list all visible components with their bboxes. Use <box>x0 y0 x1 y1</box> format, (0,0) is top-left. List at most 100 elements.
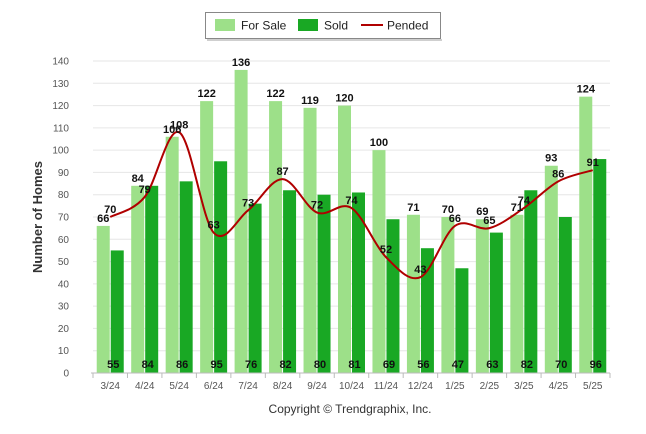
x-tick-label: 11/24 <box>374 381 399 392</box>
for-sale-data-label: 119 <box>301 95 319 107</box>
y-tick-label: 100 <box>52 146 69 157</box>
y-tick-label: 140 <box>52 57 69 68</box>
legend-box <box>205 12 441 39</box>
for-sale-data-label: 106 <box>163 124 181 136</box>
bar-sold <box>283 190 297 373</box>
for-sale-data-label: 124 <box>577 84 596 96</box>
for-sale-data-label: 93 <box>545 153 557 165</box>
bar-sold <box>110 250 124 373</box>
bar-sold <box>558 217 572 373</box>
bar-for-sale <box>544 165 558 373</box>
bar-sold <box>524 190 538 373</box>
bar-sold <box>179 181 193 373</box>
x-tick-label: 4/24 <box>135 381 155 392</box>
data-labels: 66 84 106 122 136 122 119 120 100 71 70 69 71 93 124 55… <box>97 57 602 371</box>
pended-data-label: 74 <box>518 195 531 207</box>
legend-label: Pended <box>387 19 428 33</box>
bars <box>96 69 607 374</box>
legend: For Sale Sold Pended <box>205 12 442 41</box>
bar-sold <box>352 192 365 373</box>
sold-data-label: 84 <box>142 359 155 371</box>
sold-data-label: 82 <box>521 359 533 371</box>
pended-data-label: 86 <box>552 168 564 180</box>
for-sale-data-label: 66 <box>97 213 109 225</box>
for-sale-data-label: 71 <box>407 202 419 214</box>
y-tick-label: 90 <box>58 168 70 179</box>
bar-for-sale <box>441 217 455 373</box>
sold-data-label: 69 <box>383 359 395 371</box>
x-tick-label: 8/24 <box>273 381 293 392</box>
sold-data-label: 82 <box>279 359 291 371</box>
for-sale-data-label: 122 <box>197 88 215 100</box>
pended-data-label: 91 <box>587 157 599 169</box>
for-sale-data-label: 69 <box>476 206 488 218</box>
y-tick-label: 30 <box>58 302 70 313</box>
y-tick-label: 130 <box>52 79 69 90</box>
y-tick-label: 120 <box>52 101 69 112</box>
bar-for-sale <box>338 105 351 374</box>
x-tick-label: 6/24 <box>204 381 224 392</box>
x-tick-label: 2/25 <box>480 381 500 392</box>
bar-sold <box>248 203 262 373</box>
x-tick-label: 3/25 <box>514 381 534 392</box>
pended-data-label: 70 <box>104 204 116 216</box>
y-tick-label: 0 <box>63 369 69 380</box>
pended-data-label: 108 <box>170 119 188 131</box>
bar-for-sale <box>303 107 317 374</box>
bar-for-sale <box>200 101 214 373</box>
bar-sold <box>593 159 607 373</box>
for-sale-data-label: 136 <box>232 57 250 69</box>
sold-data-label: 96 <box>590 359 602 371</box>
legend-label: For Sale <box>241 19 287 33</box>
x-tick-label: 7/24 <box>238 381 258 392</box>
bar-for-sale <box>165 136 179 373</box>
bar-for-sale <box>372 150 386 373</box>
x-axis: 3/24 4/24 5/24 6/24 7/24 8/24 9/24 10/24 11/24 12… <box>91 372 611 392</box>
legend-shadow <box>207 39 442 41</box>
for-sale-data-label: 120 <box>335 93 353 105</box>
sold-data-label: 86 <box>176 359 188 371</box>
bar-for-sale <box>269 101 283 373</box>
y-tick-label: 20 <box>58 324 70 335</box>
bar-for-sale <box>96 225 110 373</box>
pended-data-label: 63 <box>208 220 220 232</box>
x-tick-label: 9/24 <box>307 381 327 392</box>
sold-data-label: 95 <box>211 359 223 371</box>
pended-data-label: 43 <box>414 264 426 276</box>
y-axis: 0 10 20 30 40 50 60 70 80 90 100 110 120 130 140 <box>52 57 69 380</box>
y-tick-label: 60 <box>58 235 70 246</box>
bar-for-sale <box>131 185 145 373</box>
for-sale-data-label: 70 <box>442 204 454 216</box>
x-tick-label: 10/24 <box>339 381 364 392</box>
bar-for-sale <box>579 96 593 374</box>
x-tick-label: 12/24 <box>408 381 433 392</box>
bar-sold <box>145 185 159 373</box>
copyright-text: Copyright © Trendgraphix, Inc. <box>269 402 432 416</box>
bar-sold <box>420 248 434 373</box>
pended-data-label: 87 <box>276 166 288 178</box>
pended-data-label: 52 <box>380 244 392 256</box>
bar-for-sale <box>406 214 420 373</box>
pended-data-label: 74 <box>345 195 358 207</box>
y-tick-label: 80 <box>58 190 70 201</box>
sold-data-label: 47 <box>452 359 464 371</box>
legend-label: Sold <box>324 19 348 33</box>
pended-data-label: 65 <box>483 215 495 227</box>
bar-for-sale <box>234 69 248 374</box>
x-tick-label: 5/25 <box>583 381 603 392</box>
x-tick-label: 4/25 <box>549 381 569 392</box>
y-tick-label: 10 <box>58 346 70 357</box>
bar-for-sale <box>510 214 524 373</box>
bar-sold <box>386 219 400 373</box>
legend-swatch <box>298 19 318 31</box>
for-sale-data-label: 84 <box>132 173 145 185</box>
x-tick-label: 5/24 <box>169 381 189 392</box>
y-tick-label: 50 <box>58 257 70 268</box>
y-tick-label: 110 <box>53 123 69 134</box>
pended-line <box>109 131 594 280</box>
sold-data-label: 76 <box>245 359 257 371</box>
pended-data-label: 72 <box>311 200 323 212</box>
bar-sold <box>317 194 331 373</box>
